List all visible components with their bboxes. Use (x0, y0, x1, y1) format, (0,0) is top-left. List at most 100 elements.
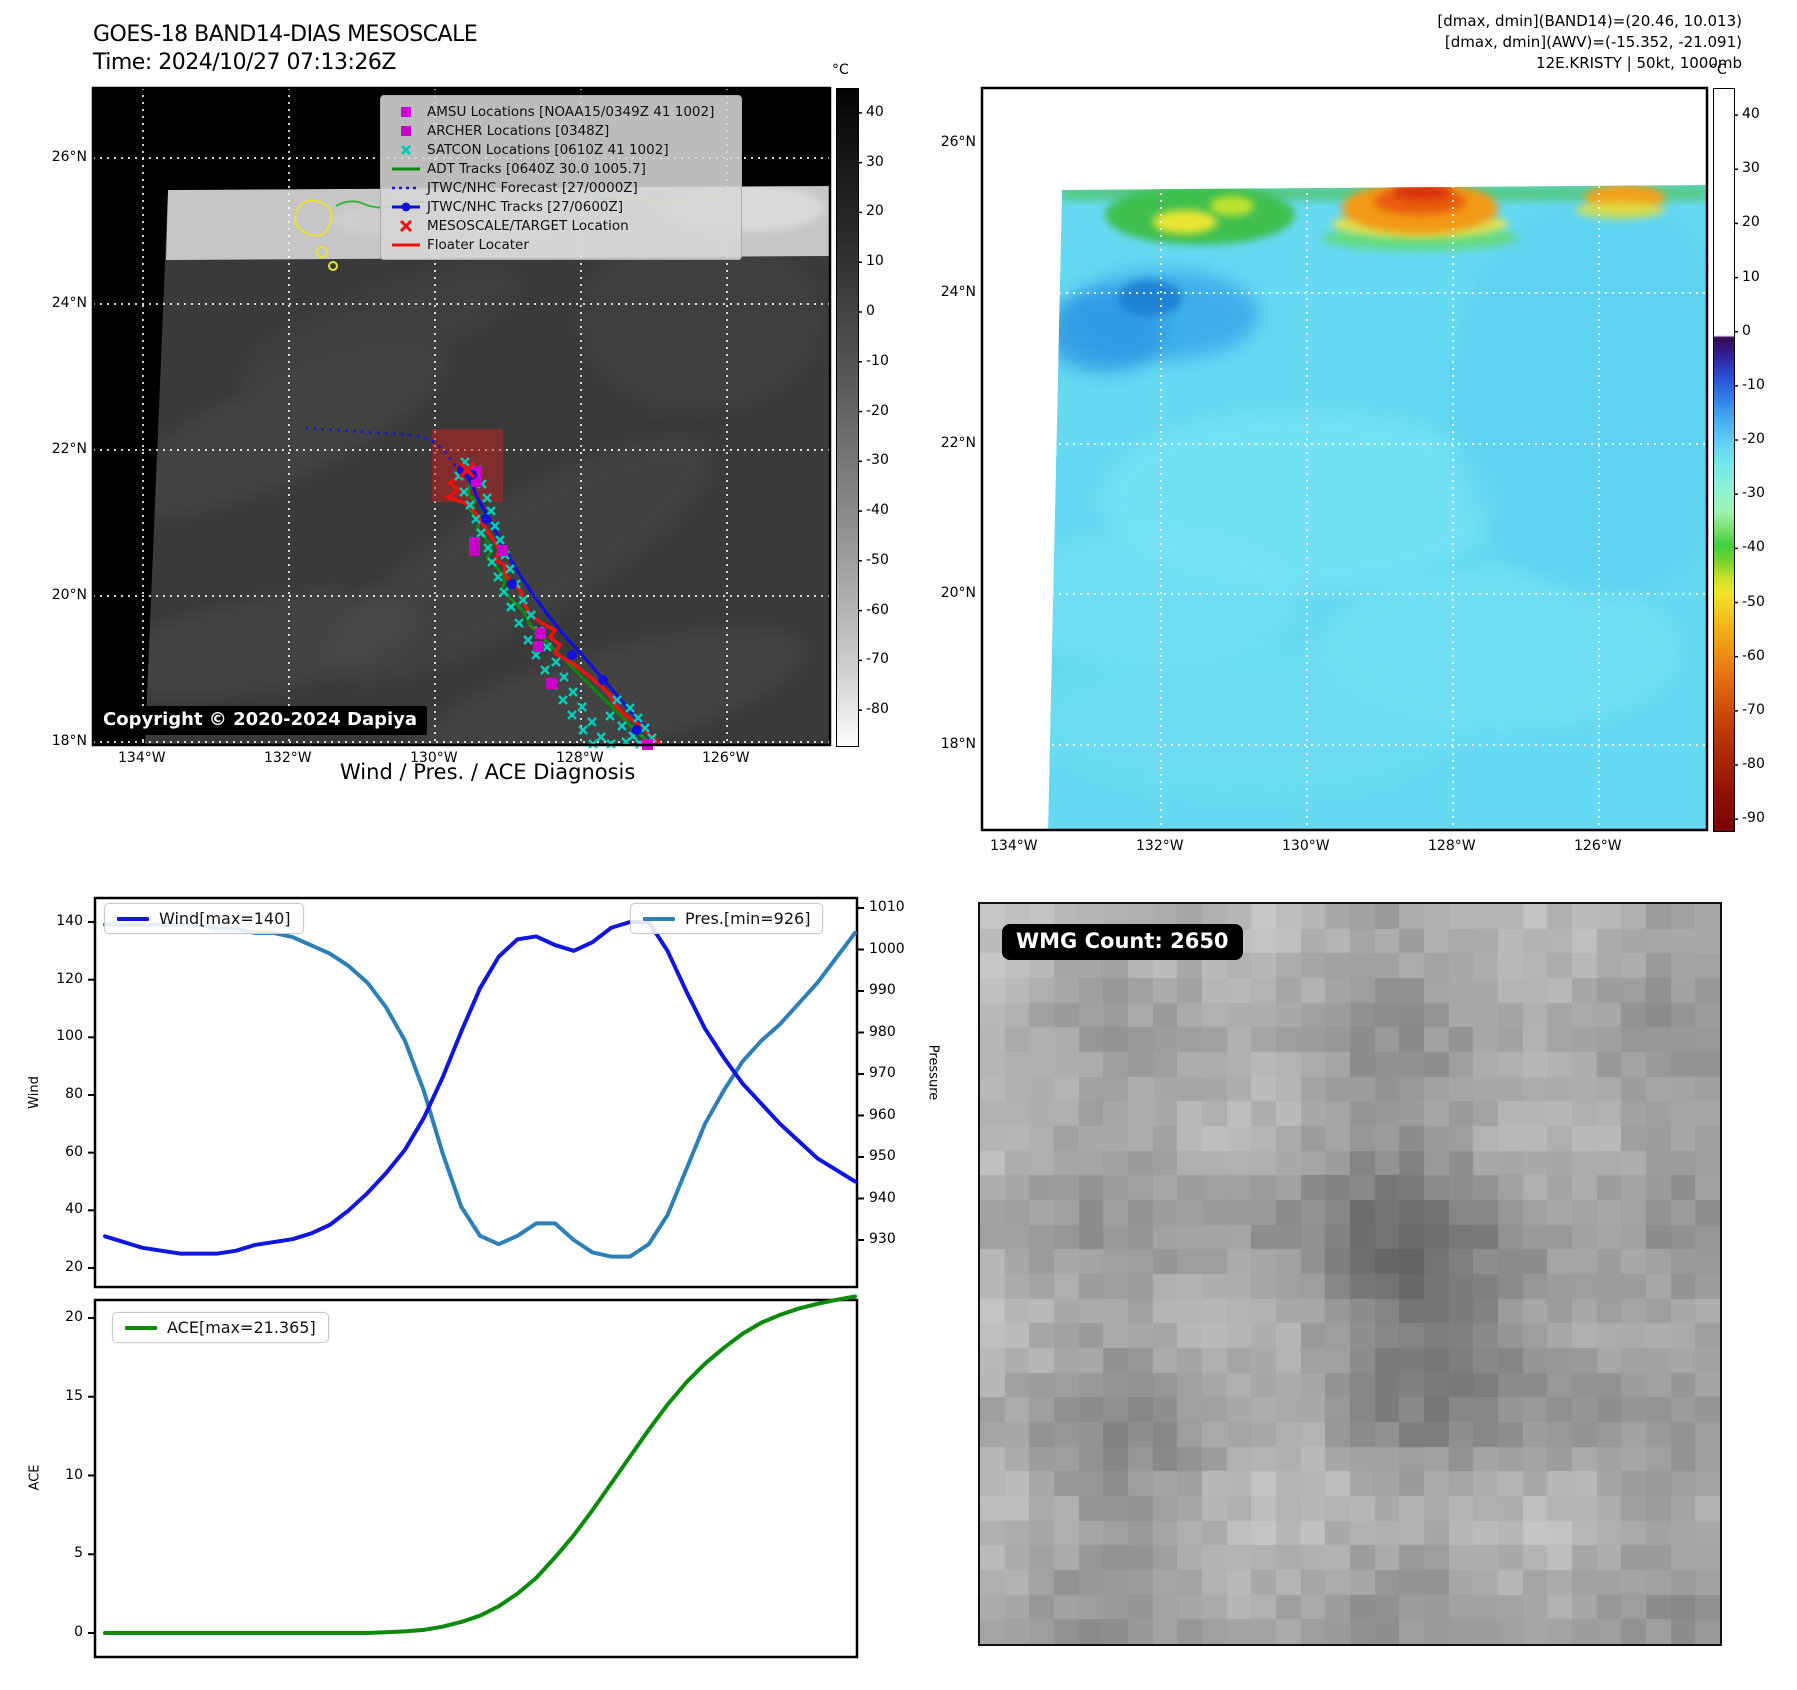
band14-xtick: 128°W (556, 750, 604, 766)
awv-cbar-tick: -60 (1742, 647, 1765, 664)
dotted-blue-icon (385, 181, 427, 195)
legend-item: ADT Tracks [0640Z 30.0 1005.7] (385, 159, 737, 178)
pressure-axis-tick: 950 (869, 1148, 896, 1164)
pres-legend: Pres.[min=926] (630, 903, 824, 934)
legend-item-label: SATCON Locations [0610Z 41 1002] (427, 141, 669, 158)
awv-ytick: 20°N (940, 585, 976, 601)
wind-axis-tick: 120 (56, 970, 83, 987)
pressure-axis-tick: 930 (869, 1231, 896, 1247)
legend-item-label: ARCHER Locations [0348Z] (427, 122, 610, 139)
awv-cbar-tick: 20 (1742, 214, 1760, 231)
band14-cbar-tick: -50 (866, 551, 889, 568)
awv-colorbar-unit: °C (1710, 62, 1727, 78)
legend-item: Floater Locater (385, 235, 737, 254)
square-magenta-icon (385, 105, 427, 119)
band14-cbar-tick: 0 (866, 302, 875, 319)
band14-cbar-tick: -40 (866, 502, 889, 519)
pressure-axis-tick: 1000 (869, 940, 905, 957)
wind-legend-swatch (117, 916, 149, 921)
band14-cbar-tick: 20 (866, 203, 884, 220)
square-magenta-icon (385, 124, 427, 138)
band14-colorbar (836, 88, 859, 747)
legend-item: ARCHER Locations [0348Z] (385, 121, 737, 140)
awv-cbar-tick: -70 (1742, 701, 1765, 718)
band14-ytick: 20°N (51, 587, 87, 603)
awv-header-line3: 12E.KRISTY | 50kt, 1000mb (1536, 54, 1742, 72)
awv-cbar-tick: 10 (1742, 268, 1760, 285)
awv-cbar-tick: 40 (1742, 106, 1760, 123)
x-red-icon (385, 219, 427, 233)
ace-axis-tick: 15 (65, 1387, 83, 1404)
copyright-badge: Copyright © 2020-2024 Dapiya (95, 706, 428, 735)
awv-cbar-tick: -40 (1742, 539, 1765, 556)
legend-item-label: JTWC/NHC Tracks [27/0600Z] (427, 198, 624, 215)
ace-axis-tick: 10 (65, 1466, 83, 1483)
awv-xtick: 132°W (1136, 838, 1184, 854)
legend-item: MESOSCALE/TARGET Location (385, 216, 737, 235)
awv-xtick: 128°W (1428, 838, 1476, 854)
band14-cbar-tick: -10 (866, 352, 889, 369)
legend-item: SATCON Locations [0610Z 41 1002] (385, 140, 737, 159)
wmg-panel (978, 902, 1722, 1646)
band14-ytick: 26°N (51, 149, 87, 165)
line-red-icon (385, 238, 427, 252)
pres-legend-label: Pres.[min=926] (685, 909, 811, 928)
line-dot-blue-icon (385, 200, 427, 214)
awv-colorbar (1713, 88, 1735, 832)
pres-legend-swatch (643, 916, 675, 921)
pressure-axis-title: Pressure (925, 1044, 941, 1101)
band14-ytick: 24°N (51, 295, 87, 311)
band14-cbar-tick: -70 (866, 651, 889, 668)
band14-xtick: 126°W (702, 750, 750, 766)
wind-axis-tick: 40 (65, 1201, 83, 1218)
band14-title: GOES-18 BAND14-DIAS MESOSCALE (93, 22, 478, 47)
awv-ytick: 22°N (940, 435, 976, 451)
wind-axis-tick: 100 (56, 1028, 83, 1045)
band14-cbar-tick: -30 (866, 452, 889, 469)
ace-legend-label: ACE[max=21.365] (167, 1318, 316, 1337)
band14-legend: AMSU Locations [NOAA15/0349Z 41 1002] ARC… (380, 95, 742, 260)
legend-item-label: ADT Tracks [0640Z 30.0 1005.7] (427, 160, 646, 177)
awv-cbar-tick: -50 (1742, 593, 1765, 610)
legend-item: JTWC/NHC Tracks [27/0600Z] (385, 197, 737, 216)
awv-cbar-tick: 30 (1742, 160, 1760, 177)
pressure-axis-tick: 990 (869, 982, 896, 998)
band14-cbar-tick: -20 (866, 402, 889, 419)
awv-cbar-tick: -30 (1742, 485, 1765, 502)
awv-cbar-tick: -90 (1742, 810, 1765, 827)
band14-xtick: 132°W (264, 750, 312, 766)
legend-item-label: JTWC/NHC Forecast [27/0000Z] (427, 179, 638, 196)
awv-ytick: 18°N (940, 736, 976, 752)
ace-legend: ACE[max=21.365] (112, 1312, 329, 1343)
wind-legend: Wind[max=140] (104, 903, 304, 934)
awv-ytick: 26°N (940, 134, 976, 150)
band14-ytick: 18°N (51, 733, 87, 749)
awv-cbar-tick: 0 (1742, 322, 1751, 339)
chart-title: Wind / Pres. / ACE Diagnosis (340, 760, 636, 784)
legend-item-label: Floater Locater (427, 236, 529, 253)
band14-cbar-tick: 10 (866, 253, 884, 270)
band14-ytick: 22°N (51, 441, 87, 457)
ace-axis-tick: 20 (65, 1309, 83, 1325)
wind-axis-title: Wind (26, 1076, 42, 1109)
wind-legend-label: Wind[max=140] (159, 909, 291, 928)
awv-xtick: 134°W (990, 838, 1038, 854)
band14-cbar-tick: 40 (866, 103, 884, 120)
wind-axis-tick: 140 (56, 913, 83, 929)
wmg-image (980, 904, 1720, 1644)
pressure-axis-tick: 940 (869, 1189, 896, 1206)
band14-cbar-tick: 30 (866, 153, 884, 170)
pressure-axis-tick: 960 (869, 1106, 896, 1123)
band14-cbar-tick: -80 (866, 701, 889, 718)
wind-axis-tick: 20 (65, 1259, 83, 1275)
awv-ytick: 24°N (940, 284, 976, 300)
awv-xtick: 126°W (1574, 838, 1622, 854)
wind-axis-tick: 60 (65, 1143, 83, 1160)
band14-cbar-tick: -60 (866, 601, 889, 618)
ace-axis-title: ACE (27, 1464, 43, 1491)
ace-legend-swatch (125, 1325, 157, 1330)
awv-header-line1: [dmax, dmin](BAND14)=(20.46, 10.013) (1437, 12, 1742, 30)
ace-axis-tick: 5 (74, 1545, 83, 1562)
